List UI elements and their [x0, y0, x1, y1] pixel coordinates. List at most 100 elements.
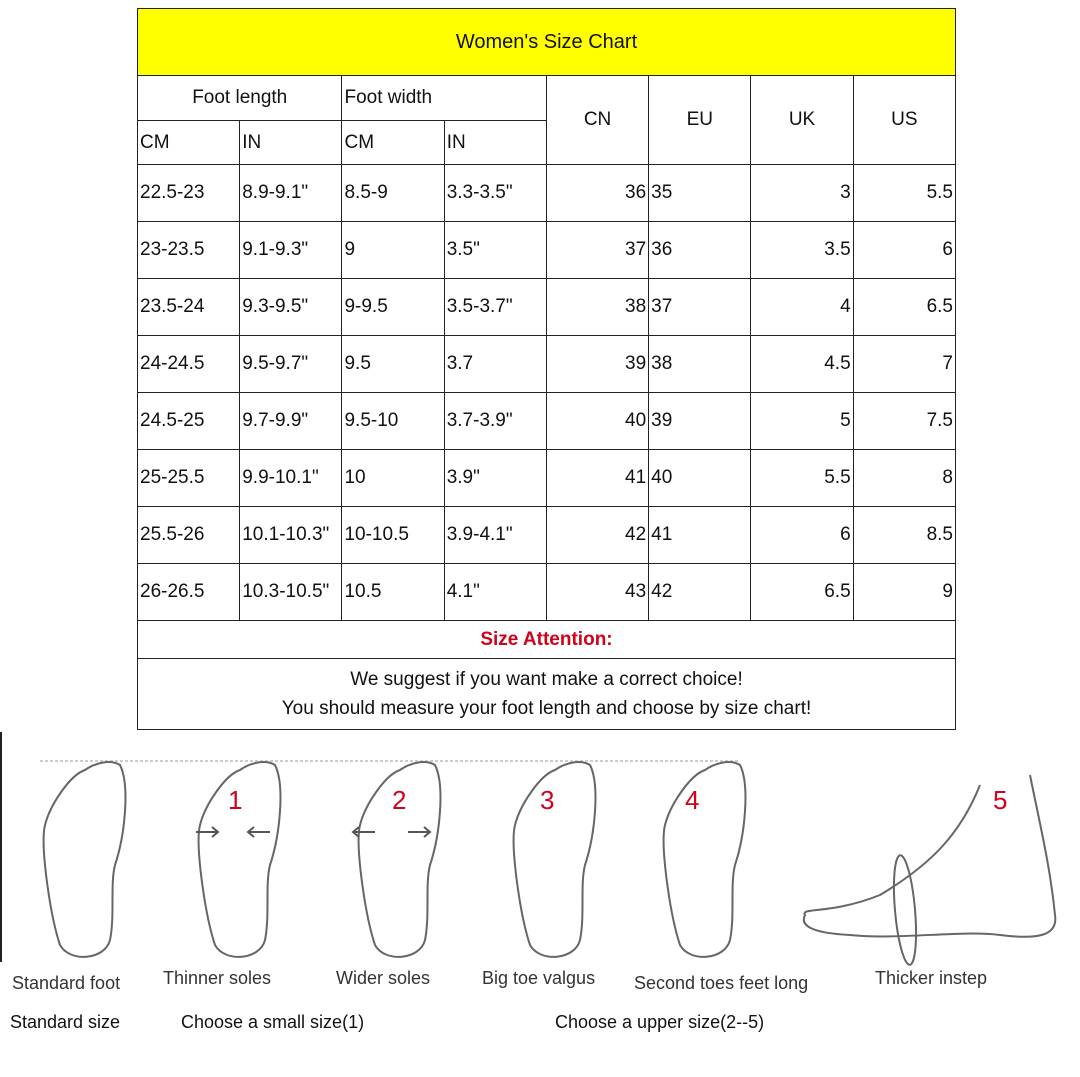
length-in-cell: 9.3-9.5": [239, 278, 343, 336]
table-row: 24.5-25 9.7-9.9" 9.5-10 3.7-3.9" 40 39 5 7.5: [136, 392, 957, 450]
us-cell: 5.5: [852, 164, 957, 222]
instep-foot-icon: [802, 774, 1057, 966]
foot-label: Thinner soles: [163, 968, 272, 988]
length-in-cell: 10.3-10.5": [239, 563, 343, 621]
us-cell: 6: [852, 221, 957, 279]
uk-cell: 5.5: [750, 449, 854, 507]
cn-cell: 38: [545, 278, 650, 336]
table-row: 22.5-23 8.9-9.1" 8.5-9 3.3-3.5" 36 35 3 5.5: [136, 164, 957, 222]
foot-number: 5: [993, 785, 1008, 815]
length-in-cell: 9.1-9.3": [239, 221, 343, 279]
us-header: US: [852, 75, 957, 165]
cn-cell: 42: [545, 506, 650, 564]
foot-label: Second toes feet long: [634, 973, 809, 993]
uk-cell: 3: [750, 164, 854, 222]
uk-cell: 5: [750, 392, 854, 450]
table-row: 23-23.5 9.1-9.3" 9 3.5" 37 36 3.5 6: [136, 221, 957, 279]
foot-outline-icon: [42, 761, 127, 958]
uk-cell: 3.5: [750, 221, 854, 279]
uk-cell: 6.5: [750, 563, 854, 621]
us-cell: 7: [852, 335, 957, 393]
width-in-cell: 3.5": [443, 221, 547, 279]
width-in-cell: 3.7: [443, 335, 547, 393]
foot-outline-icon: [357, 761, 442, 958]
cn-cell: 41: [545, 449, 650, 507]
note-small: Choose a small size(1): [181, 1012, 365, 1032]
cn-cell: 37: [545, 221, 650, 279]
table-row: 26-26.5 10.3-10.5" 10.5 4.1" 43 42 6.5 9: [136, 563, 957, 621]
width-cm-header: CM: [341, 120, 445, 165]
uk-cell: 6: [750, 506, 854, 564]
suggestion-line: We suggest if you want make a correct ch…: [350, 669, 743, 690]
length-cm-cell: 22.5-23: [136, 164, 241, 222]
cn-cell: 36: [545, 164, 650, 222]
foot-outline-icon: [662, 761, 747, 958]
suggestion-text: We suggest if you want make a correct ch…: [137, 658, 956, 730]
note-upper: Choose a upper size(2--5): [555, 1012, 765, 1032]
divider: [0, 732, 2, 962]
cn-header: CN: [545, 75, 650, 165]
length-cm-cell: 26-26.5: [136, 563, 241, 621]
us-cell: 7.5: [852, 392, 957, 450]
length-in-cell: 8.9-9.1": [239, 164, 343, 222]
length-cm-cell: 25.5-26: [136, 506, 241, 564]
eu-cell: 37: [648, 278, 752, 336]
eu-cell: 38: [648, 335, 752, 393]
width-in-header: IN: [443, 120, 547, 165]
note-standard: Standard size: [10, 1012, 121, 1032]
table-row: 23.5-24 9.3-9.5" 9-9.5 3.5-3.7" 38 37 4 6.5: [136, 278, 957, 336]
foot-types-illustration: [40, 760, 1057, 966]
length-in-cell: 9.7-9.9": [239, 392, 343, 450]
size-attention: Size Attention:: [137, 620, 956, 659]
uk-cell: 4: [750, 278, 854, 336]
uk-cell: 4.5: [750, 335, 854, 393]
us-cell: 6.5: [852, 278, 957, 336]
eu-cell: 41: [648, 506, 752, 564]
length-in-cell: 9.5-9.7": [239, 335, 343, 393]
foot-label: Thicker instep: [875, 968, 988, 988]
foot-length-header: Foot length: [136, 75, 343, 121]
length-in-cell: 9.9-10.1": [239, 449, 343, 507]
eu-cell: 35: [648, 164, 752, 222]
foot-label: Wider soles: [336, 968, 431, 988]
width-cm-cell: 9: [341, 221, 445, 279]
length-in-cell: 10.1-10.3": [239, 506, 343, 564]
table-row: 25-25.5 9.9-10.1" 10 3.9" 41 40 5.5 8: [136, 449, 957, 507]
eu-cell: 40: [648, 449, 752, 507]
width-cm-cell: 10-10.5: [341, 506, 445, 564]
width-cm-cell: 8.5-9: [341, 164, 445, 222]
foot-label: Standard foot: [12, 973, 121, 993]
uk-header: UK: [750, 75, 854, 165]
width-in-cell: 3.9": [443, 449, 547, 507]
width-arrows-icons: [196, 826, 432, 838]
length-cm-header: CM: [136, 120, 241, 165]
suggestion-line: You should measure your foot length and …: [281, 698, 812, 719]
length-cm-cell: 24-24.5: [136, 335, 241, 393]
width-in-cell: 3.5-3.7": [443, 278, 547, 336]
width-in-cell: 3.7-3.9": [443, 392, 547, 450]
width-in-cell: 4.1": [443, 563, 547, 621]
width-cm-cell: 10.5: [341, 563, 445, 621]
cn-cell: 39: [545, 335, 650, 393]
eu-cell: 36: [648, 221, 752, 279]
length-cm-cell: 23.5-24: [136, 278, 241, 336]
width-cm-cell: 9.5-10: [341, 392, 445, 450]
length-in-header: IN: [239, 120, 343, 165]
foot-width-header: Foot width: [341, 75, 547, 121]
us-cell: 9: [852, 563, 957, 621]
length-cm-cell: 24.5-25: [136, 392, 241, 450]
length-cm-cell: 25-25.5: [136, 449, 241, 507]
foot-number: 3: [540, 785, 555, 815]
size-chart-table: Women's Size Chart Foot length Foot widt…: [136, 8, 957, 730]
length-cm-cell: 23-23.5: [136, 221, 241, 279]
width-in-cell: 3.9-4.1": [443, 506, 547, 564]
width-in-cell: 3.3-3.5": [443, 164, 547, 222]
foot-number: 1: [228, 785, 243, 815]
width-cm-cell: 9.5: [341, 335, 445, 393]
table-row: 24-24.5 9.5-9.7" 9.5 3.7 39 38 4.5 7: [136, 335, 957, 393]
width-cm-cell: 10: [341, 449, 445, 507]
eu-cell: 39: [648, 392, 752, 450]
foot-outline-icon: [512, 761, 597, 958]
table-row: 25.5-26 10.1-10.3" 10-10.5 3.9-4.1" 42 41 6 8.5: [136, 506, 957, 564]
cn-cell: 43: [545, 563, 650, 621]
